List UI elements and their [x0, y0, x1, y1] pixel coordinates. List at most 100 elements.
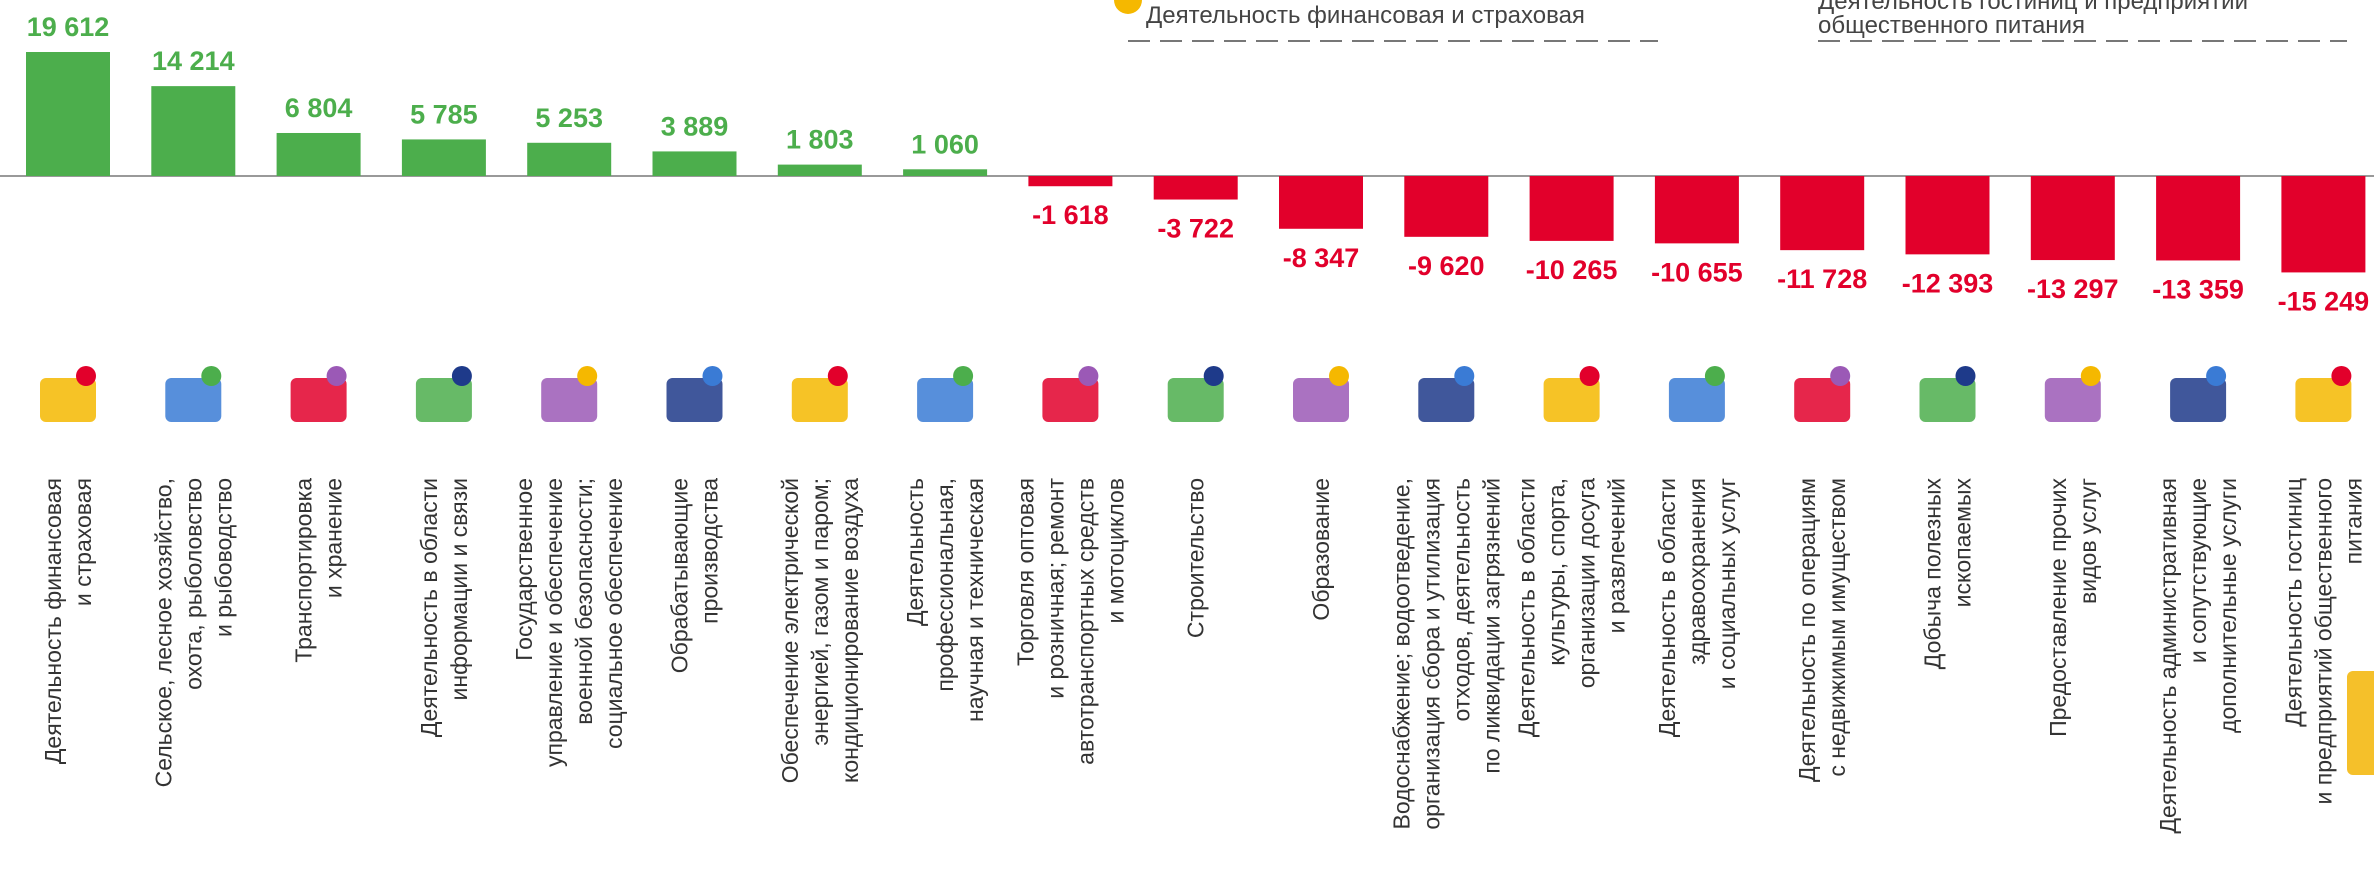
- icon-shape: [827, 366, 848, 386]
- icon-shape: [165, 378, 222, 422]
- category-label: Деятельность административная: [2155, 478, 2181, 834]
- category-label: здравоохранения: [1684, 478, 1710, 665]
- icon-shape: [451, 366, 472, 386]
- icon: [1794, 366, 1851, 422]
- icon-shape: [541, 378, 598, 422]
- icon-shape: [415, 378, 472, 422]
- bar: [401, 139, 486, 176]
- value-label: -15 249: [2278, 286, 2370, 316]
- icon-shape: [1042, 378, 1099, 422]
- category-label: Предоставление прочих: [2045, 478, 2071, 737]
- bar: [276, 132, 361, 176]
- category-label: Добыча полезных: [1920, 478, 1946, 670]
- category-label: научная и техническая: [962, 478, 988, 722]
- category-label: Водоснабжение; водоотведение,: [1388, 478, 1414, 830]
- icon-shape: [1668, 378, 1725, 422]
- category-label: Деятельность: [902, 478, 928, 626]
- value-label: -9 620: [1408, 251, 1485, 281]
- value-label: 5 785: [410, 99, 478, 129]
- icon: [791, 366, 848, 422]
- icon-shape: [2331, 366, 2352, 386]
- icon-shape: [791, 378, 848, 422]
- category-label: Деятельность финансовая: [40, 478, 66, 764]
- bar: [1028, 176, 1113, 187]
- icon: [415, 366, 472, 422]
- bar: [1529, 176, 1614, 241]
- category-label: Сельское, лесное хозяйство,: [150, 478, 176, 787]
- category-label: ископаемых: [1950, 478, 1976, 608]
- value-label: -1 618: [1032, 200, 1109, 230]
- category-label: и страховая: [70, 478, 96, 606]
- value-label: -13 359: [2152, 274, 2244, 304]
- icon: [1042, 366, 1099, 422]
- icon-shape: [290, 378, 347, 422]
- category-label: энергией, газом и паром;: [807, 478, 833, 746]
- icon: [1167, 366, 1224, 422]
- category-label: с недвижимым имуществом: [1824, 478, 1850, 777]
- icon-shape: [1794, 378, 1851, 422]
- icon: [1543, 366, 1600, 422]
- category-label: Деятельность гостиниц: [2280, 478, 2306, 727]
- bar: [903, 169, 988, 176]
- category-label: и развлечений: [1604, 478, 1630, 633]
- icon-shape: [201, 366, 222, 386]
- decor-dot: [1114, 0, 1142, 14]
- icon-shape: [1543, 378, 1600, 422]
- icon: [2170, 366, 2227, 422]
- bar: [1780, 176, 1865, 251]
- category-label: Транспортировка: [291, 478, 317, 663]
- value-label: 3 889: [661, 111, 729, 141]
- icon-shape: [1078, 366, 1099, 386]
- icon-shape: [1167, 378, 1224, 422]
- category-label: Деятельность в области: [1514, 478, 1540, 737]
- icon-shape: [1454, 366, 1475, 386]
- icon: [40, 366, 96, 422]
- icon-shape: [1203, 366, 1224, 386]
- icon: [1293, 366, 1349, 422]
- value-label: -10 655: [1651, 257, 1743, 287]
- bar: [2281, 176, 2366, 273]
- bar: [1279, 176, 1363, 229]
- bar: [1654, 176, 1739, 244]
- category-label: автотранспортных средств: [1072, 478, 1098, 765]
- icon-shape: [2044, 378, 2101, 422]
- category-label: отходов, деятельность: [1448, 478, 1474, 721]
- category-label: Деятельность в области: [1654, 478, 1680, 737]
- icon-shape: [40, 378, 96, 422]
- icon-shape: [1830, 366, 1851, 386]
- bar: [1404, 176, 1489, 237]
- value-label: -10 265: [1526, 255, 1618, 285]
- icon-shape: [1704, 366, 1725, 386]
- value-label: -11 728: [1777, 264, 1867, 294]
- decor-tab: [2347, 671, 2374, 775]
- icon: [1668, 366, 1725, 422]
- icon-shape: [917, 378, 974, 422]
- value-label: 6 804: [285, 93, 353, 123]
- icon-shape: [1418, 378, 1475, 422]
- annotation: Деятельность финансовая и страховая: [1146, 2, 1585, 29]
- category-label: культуры, спорта,: [1544, 478, 1570, 666]
- bar: [652, 151, 737, 176]
- icon: [917, 366, 974, 422]
- category-label: и хранение: [321, 478, 347, 598]
- bar: [1153, 176, 1238, 200]
- bar: [777, 164, 862, 176]
- icon-shape: [1579, 366, 1600, 386]
- icon-shape: [953, 366, 974, 386]
- category-label: профессиональная,: [932, 478, 958, 692]
- value-label: -13 297: [2027, 274, 2119, 304]
- category-label: Образование: [1308, 478, 1334, 621]
- icon-shape: [1955, 366, 1976, 386]
- icon: [1418, 366, 1475, 422]
- category-label: Деятельность по операциям: [1794, 478, 1820, 782]
- icon-shape: [76, 366, 96, 386]
- value-label: 5 253: [535, 103, 603, 133]
- icon-shape: [2170, 378, 2227, 422]
- category-label: производства: [697, 478, 723, 624]
- icon-shape: [702, 366, 723, 386]
- value-label: -12 393: [1902, 268, 1994, 298]
- category-label: социальное обеспечение: [601, 478, 627, 749]
- bar: [1905, 176, 1990, 255]
- category-label: и рыбоводство: [210, 478, 236, 637]
